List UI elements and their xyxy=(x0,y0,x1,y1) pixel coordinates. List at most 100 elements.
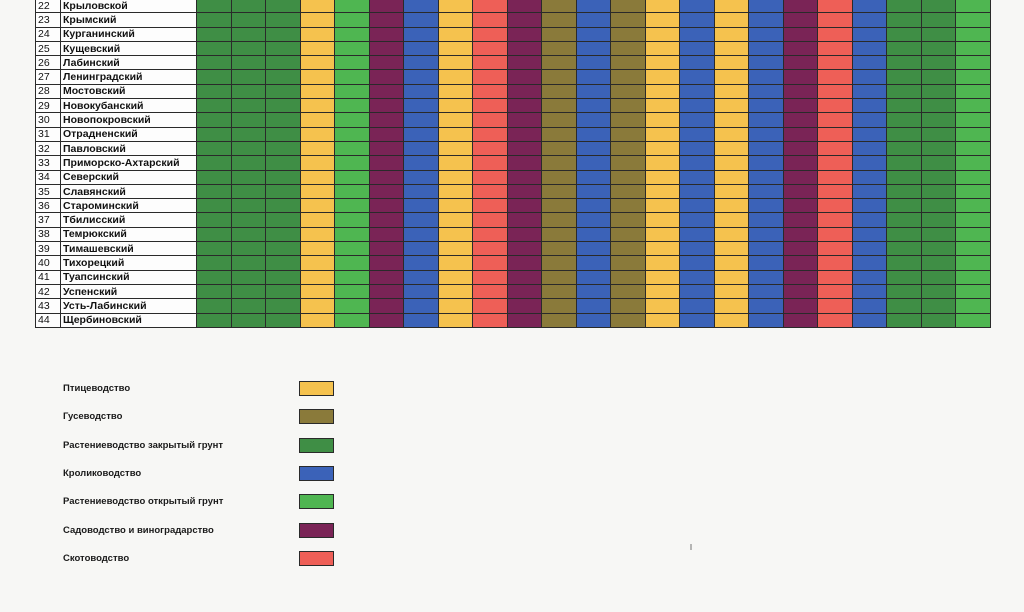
category-cell-garden xyxy=(506,312,542,328)
row-number: 42 xyxy=(35,283,61,300)
category-cell-rabbit xyxy=(679,69,715,85)
category-cell-garden xyxy=(368,26,404,42)
category-cell-closed xyxy=(920,269,956,285)
category-cell-closed xyxy=(886,83,922,100)
category-cell-closed xyxy=(886,112,922,128)
category-cell-garden xyxy=(782,183,818,200)
category-cell-poultry xyxy=(437,26,473,42)
row-number: 31 xyxy=(35,126,61,142)
category-cell-closed xyxy=(920,212,956,228)
category-cell-rabbit xyxy=(679,183,715,200)
category-cell-garden xyxy=(506,112,542,128)
category-cell-closed xyxy=(886,69,922,85)
category-cell-goose xyxy=(610,98,646,114)
category-cell-poultry xyxy=(713,83,749,100)
category-cell-cattle xyxy=(472,40,508,57)
category-cell-rabbit xyxy=(748,55,784,71)
category-cell-rabbit xyxy=(851,140,887,157)
category-cell-cattle xyxy=(817,283,853,300)
category-cell-rabbit xyxy=(851,198,887,214)
category-cell-poultry xyxy=(713,298,749,314)
category-cell-open xyxy=(334,183,370,200)
table-row: 25 Кущевский xyxy=(35,40,991,57)
category-cell-cattle xyxy=(472,12,508,28)
category-cell-rabbit xyxy=(748,26,784,42)
category-cell-poultry xyxy=(299,112,335,128)
category-cell-goose xyxy=(610,269,646,285)
category-cell-cattle xyxy=(817,198,853,214)
category-cell-goose xyxy=(610,26,646,42)
category-cell-goose xyxy=(541,98,577,114)
category-cell-rabbit xyxy=(679,241,715,257)
district-name: Ленинградский xyxy=(60,69,197,85)
category-cell-poultry xyxy=(437,198,473,214)
category-cell-closed xyxy=(196,140,232,157)
districts-table: 22 Крыловской 23 Крымский 24 Курганинский 25 Ку… xyxy=(35,0,991,328)
category-cell-goose xyxy=(610,112,646,128)
table-row: 44 Щербиновский xyxy=(35,312,991,328)
category-cell-open xyxy=(955,69,991,85)
category-cell-poultry xyxy=(437,112,473,128)
category-cell-rabbit xyxy=(748,212,784,228)
category-cell-poultry xyxy=(713,55,749,71)
row-number: 29 xyxy=(35,98,61,114)
category-cell-rabbit xyxy=(403,212,439,228)
category-cell-rabbit xyxy=(748,140,784,157)
district-name: Кущевский xyxy=(60,40,197,57)
category-cell-cattle xyxy=(472,183,508,200)
category-cell-open xyxy=(955,40,991,57)
category-cell-poultry xyxy=(437,69,473,85)
category-cell-closed xyxy=(230,198,266,214)
category-cell-rabbit xyxy=(679,83,715,100)
category-cell-poultry xyxy=(713,169,749,185)
category-cell-open xyxy=(955,140,991,157)
category-cell-rabbit xyxy=(851,55,887,71)
category-cell-rabbit xyxy=(575,112,611,128)
category-cell-cattle xyxy=(472,83,508,100)
category-cell-rabbit xyxy=(403,98,439,114)
category-cell-closed xyxy=(230,55,266,71)
category-cell-cattle xyxy=(472,169,508,185)
category-cell-open xyxy=(955,269,991,285)
table-row: 26 Лабинский xyxy=(35,55,991,71)
category-cell-rabbit xyxy=(679,255,715,271)
category-cell-rabbit xyxy=(575,126,611,142)
category-cell-cattle xyxy=(472,69,508,85)
category-cell-closed xyxy=(886,126,922,142)
category-cell-cattle xyxy=(472,140,508,157)
category-cell-rabbit xyxy=(679,298,715,314)
legend-swatch-closed xyxy=(299,437,334,453)
district-name: Северский xyxy=(60,169,197,185)
category-cell-rabbit xyxy=(679,169,715,185)
category-cell-closed xyxy=(196,269,232,285)
row-number: 40 xyxy=(35,255,61,271)
category-cell-poultry xyxy=(713,269,749,285)
category-cell-cattle xyxy=(817,226,853,243)
category-cell-rabbit xyxy=(748,69,784,85)
category-cell-rabbit xyxy=(403,126,439,142)
category-cell-goose xyxy=(610,0,646,14)
category-cell-garden xyxy=(782,140,818,157)
category-cell-rabbit xyxy=(748,183,784,200)
category-cell-cattle xyxy=(472,98,508,114)
category-cell-goose xyxy=(610,283,646,300)
category-cell-garden xyxy=(782,69,818,85)
category-cell-rabbit xyxy=(748,269,784,285)
category-cell-rabbit xyxy=(575,140,611,157)
category-cell-poultry xyxy=(644,312,680,328)
category-cell-closed xyxy=(920,255,956,271)
category-cell-goose xyxy=(541,269,577,285)
table-row: 43 Усть-Лабинский xyxy=(35,298,991,314)
row-number: 23 xyxy=(35,12,61,28)
category-cell-cattle xyxy=(472,241,508,257)
table-row: 40 Тихорецкий xyxy=(35,255,991,271)
category-cell-open xyxy=(334,12,370,28)
category-cell-closed xyxy=(265,226,301,243)
category-cell-closed xyxy=(920,155,956,171)
category-cell-cattle xyxy=(817,169,853,185)
category-cell-cattle xyxy=(817,298,853,314)
category-cell-garden xyxy=(782,283,818,300)
row-number: 30 xyxy=(35,112,61,128)
category-cell-rabbit xyxy=(575,241,611,257)
category-cell-closed xyxy=(920,312,956,328)
